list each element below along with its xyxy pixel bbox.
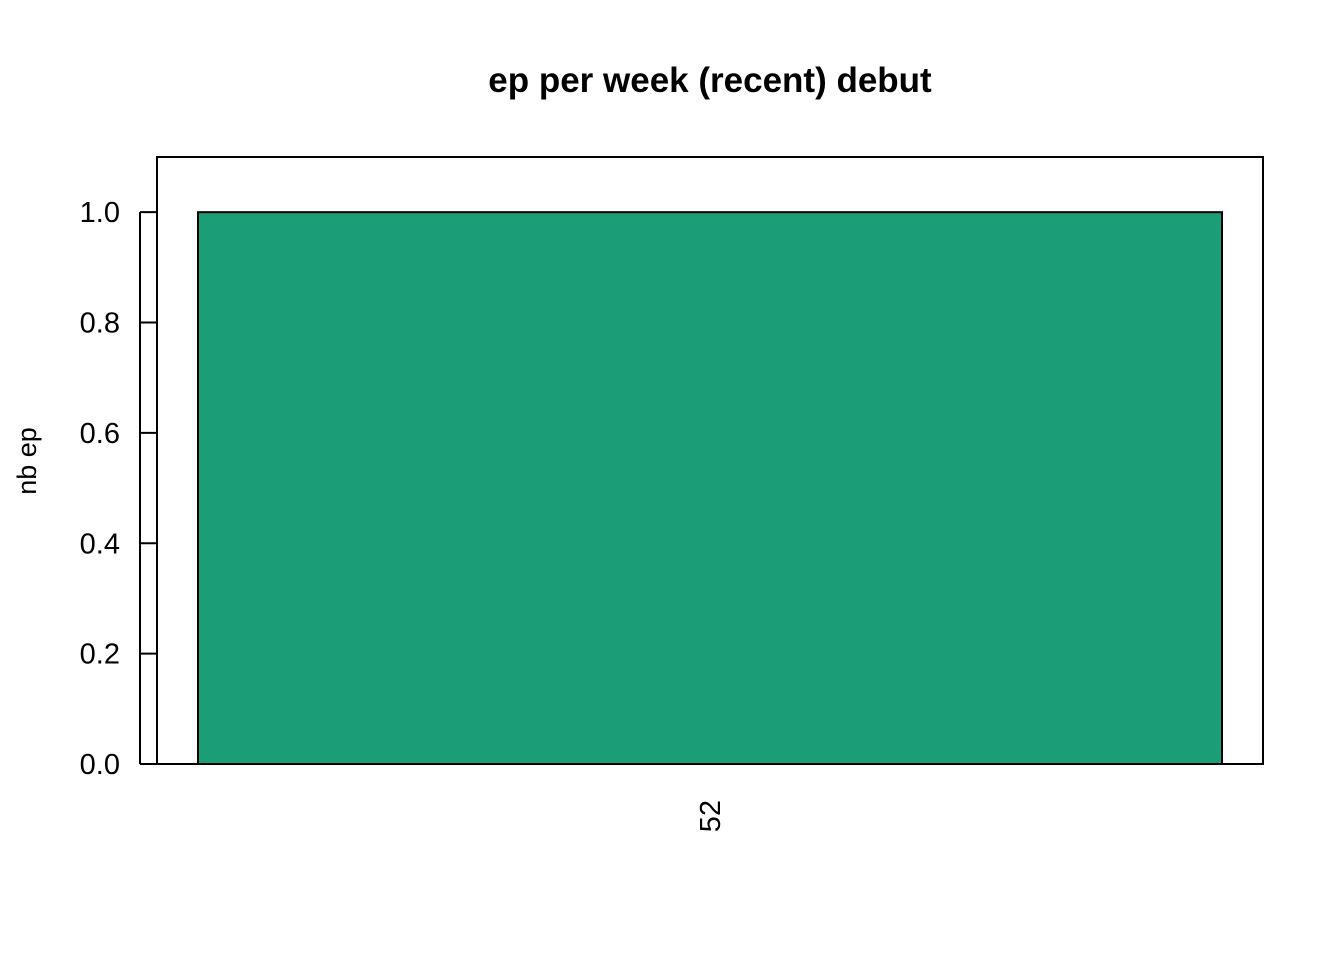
x-tick-label: 52 bbox=[695, 800, 727, 832]
y-axis: 0.0 0.2 0.4 0.6 0.8 1.0 bbox=[80, 197, 157, 781]
y-tick-label: 0.4 bbox=[80, 528, 120, 560]
y-tick-label: 0.6 bbox=[80, 418, 120, 450]
y-tick-label: 1.0 bbox=[80, 197, 120, 229]
bars-group bbox=[197, 211, 1223, 765]
y-tick-label: 0.2 bbox=[80, 639, 120, 671]
x-axis-labels: 52 bbox=[695, 800, 727, 832]
y-tick-label: 0.0 bbox=[80, 749, 120, 781]
y-tick-label: 0.8 bbox=[80, 308, 120, 340]
chart-title: ep per week (recent) debut bbox=[488, 61, 932, 100]
y-axis-label: nb ep bbox=[12, 427, 42, 495]
bar-52 bbox=[197, 211, 1223, 765]
